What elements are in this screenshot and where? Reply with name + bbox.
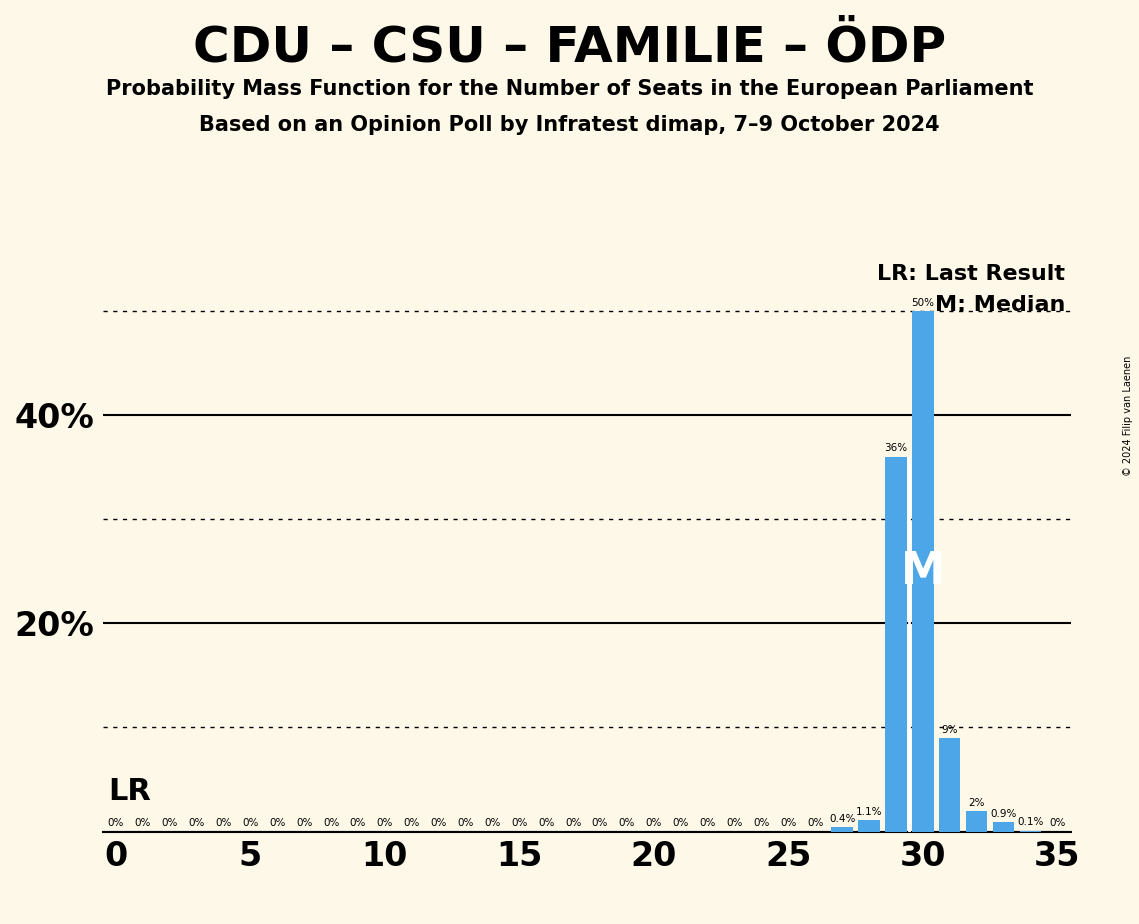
Text: 0%: 0% [780, 819, 796, 829]
Bar [1019, 831, 1041, 832]
Text: 0%: 0% [134, 819, 151, 829]
Text: 0%: 0% [484, 819, 501, 829]
Text: 0%: 0% [350, 819, 366, 829]
Bar [885, 456, 907, 832]
Text: 0%: 0% [243, 819, 259, 829]
Text: M: M [901, 550, 945, 592]
Bar [912, 310, 934, 832]
Text: 0%: 0% [727, 819, 743, 829]
Text: 36%: 36% [884, 444, 908, 454]
Text: © 2024 Filip van Laenen: © 2024 Filip van Laenen [1123, 356, 1133, 476]
Text: 0%: 0% [296, 819, 312, 829]
Text: 0%: 0% [672, 819, 689, 829]
Text: 0%: 0% [377, 819, 393, 829]
Bar [939, 738, 960, 832]
Text: 0%: 0% [511, 819, 527, 829]
Text: 0%: 0% [618, 819, 636, 829]
Text: 0%: 0% [323, 819, 339, 829]
Text: 0%: 0% [162, 819, 178, 829]
Text: 0%: 0% [108, 819, 124, 829]
Text: 0%: 0% [565, 819, 581, 829]
Text: LR: Last Result: LR: Last Result [877, 264, 1065, 284]
Bar [858, 821, 879, 832]
Text: 0%: 0% [458, 819, 474, 829]
Text: 9%: 9% [942, 724, 958, 735]
Text: 50%: 50% [911, 298, 934, 308]
Text: 0%: 0% [592, 819, 608, 829]
Bar [831, 827, 853, 832]
Text: 0%: 0% [753, 819, 770, 829]
Text: 0%: 0% [269, 819, 286, 829]
Text: 0%: 0% [403, 819, 420, 829]
Text: CDU – CSU – FAMILIE – ÖDP: CDU – CSU – FAMILIE – ÖDP [192, 23, 947, 71]
Text: 0.4%: 0.4% [829, 814, 855, 824]
Text: 0.9%: 0.9% [990, 809, 1017, 819]
Bar [993, 822, 1014, 832]
Text: 0%: 0% [808, 819, 823, 829]
Text: 0%: 0% [1049, 819, 1065, 829]
Text: 0%: 0% [699, 819, 715, 829]
Text: 2%: 2% [968, 797, 985, 808]
Text: M: Median: M: Median [935, 295, 1065, 315]
Text: LR: LR [108, 776, 150, 806]
Text: 0%: 0% [431, 819, 446, 829]
Text: 0.1%: 0.1% [1017, 818, 1043, 827]
Bar [966, 810, 988, 832]
Text: 0%: 0% [646, 819, 662, 829]
Text: 0%: 0% [538, 819, 555, 829]
Text: Based on an Opinion Poll by Infratest dimap, 7–9 October 2024: Based on an Opinion Poll by Infratest di… [199, 115, 940, 135]
Text: 0%: 0% [188, 819, 205, 829]
Text: Probability Mass Function for the Number of Seats in the European Parliament: Probability Mass Function for the Number… [106, 79, 1033, 99]
Text: 0%: 0% [215, 819, 231, 829]
Text: 1.1%: 1.1% [855, 807, 883, 817]
